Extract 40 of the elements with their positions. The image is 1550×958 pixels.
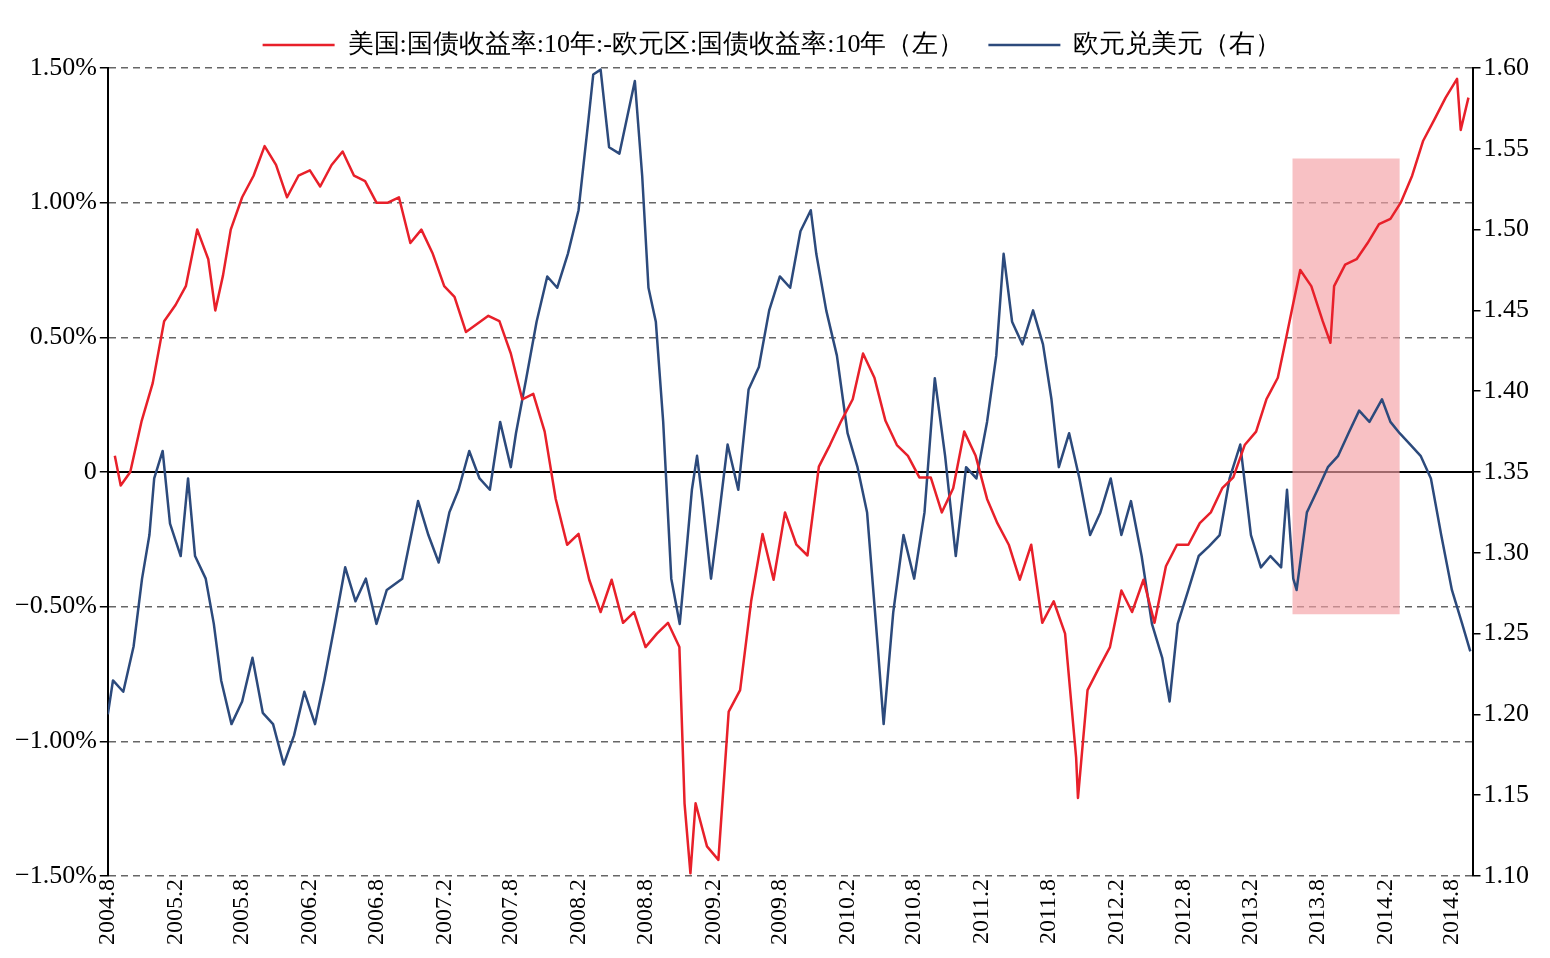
x-tick-label: 2010.8 [899, 879, 926, 945]
y2-tick-label: 1.55 [1483, 132, 1529, 162]
x-tick-label: 2012.8 [1168, 879, 1195, 945]
x-tick-label: 2012.2 [1101, 879, 1128, 945]
x-tick-label: 2011.2 [967, 879, 994, 945]
x-tick-label: 2011.8 [1033, 879, 1060, 945]
y2-tick-label: 1.30 [1483, 536, 1529, 566]
legend-label: 美国:国债收益率:10年:-欧元区:国债收益率:10年（左） [347, 28, 965, 58]
x-tick-label: 2013.2 [1236, 879, 1263, 945]
y2-tick-label: 1.10 [1483, 859, 1529, 889]
y2-tick-label: 1.40 [1483, 375, 1529, 405]
y-tick-label: 1.50% [29, 51, 97, 81]
x-tick-label: 2005.8 [227, 879, 254, 945]
y2-tick-label: 1.35 [1483, 455, 1529, 485]
y2-tick-label: 1.50 [1483, 213, 1529, 243]
y2-tick-label: 1.20 [1483, 698, 1529, 728]
x-tick-label: 2006.8 [361, 879, 388, 945]
x-tick-label: 2008.8 [630, 879, 657, 945]
x-tick-label: 2008.2 [563, 879, 590, 945]
legend-label: 欧元兑美元（右） [1073, 28, 1282, 58]
x-tick-label: 2007.8 [496, 879, 523, 945]
y2-tick-label: 1.60 [1483, 51, 1529, 81]
y-tick-label: 0 [83, 455, 97, 485]
y-tick-label: 1.00% [29, 186, 97, 216]
x-tick-label: 2007.2 [429, 879, 456, 945]
x-tick-label: 2010.2 [832, 879, 859, 945]
y-tick-label: −1.50% [14, 859, 97, 889]
x-tick-label: 2009.8 [765, 879, 792, 945]
x-tick-label: 2009.2 [698, 879, 725, 945]
y2-tick-label: 1.25 [1483, 617, 1529, 647]
x-tick-label: 2013.8 [1302, 879, 1329, 945]
x-tick-label: 2006.2 [295, 879, 322, 945]
x-tick-label: 2014.2 [1370, 879, 1397, 945]
y2-tick-label: 1.45 [1483, 294, 1529, 324]
y2-tick-label: 1.15 [1483, 779, 1529, 809]
y-tick-label: −1.00% [14, 725, 97, 755]
y-tick-label: 0.50% [29, 321, 97, 351]
x-tick-label: 2014.8 [1437, 879, 1464, 945]
y-tick-label: −0.50% [14, 590, 97, 620]
x-tick-label: 2005.2 [160, 879, 187, 945]
